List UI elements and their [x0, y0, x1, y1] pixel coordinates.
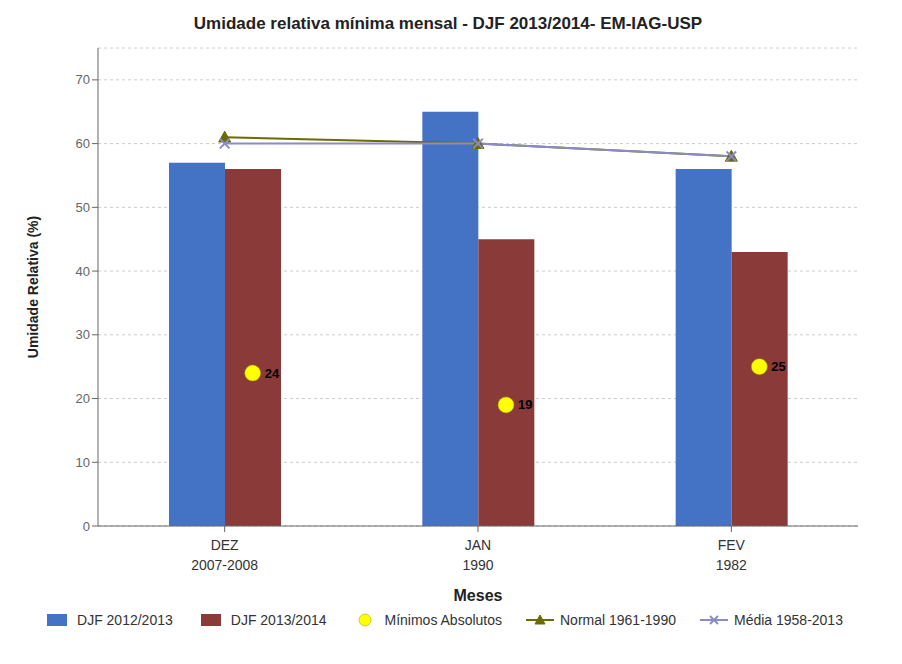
svg-text:50: 50 [76, 200, 90, 215]
svg-text:Meses: Meses [454, 587, 503, 604]
svg-text:20: 20 [76, 391, 90, 406]
svg-text:2007-2008: 2007-2008 [191, 557, 258, 573]
html-text:Umidade relativa mínima mensal: Umidade relativa mínima mensal - DJF 201… [193, 14, 703, 33]
svg-text:1982: 1982 [716, 557, 747, 573]
svg-text:19: 19 [518, 397, 532, 412]
svg-text:10: 10 [76, 455, 90, 470]
svg-text:0: 0 [83, 519, 90, 534]
svg-text:25: 25 [771, 359, 785, 374]
svg-text:DEZ: DEZ [211, 537, 239, 553]
svg-text:FEV: FEV [718, 537, 746, 553]
svg-text:1990: 1990 [462, 557, 493, 573]
html-text:DJF 2012/2013: DJF 2012/2013 [77, 612, 173, 628]
html-text:Normal 1961-1990: Normal 1961-1990 [560, 612, 676, 628]
svg-text:30: 30 [76, 327, 90, 342]
svg-text:JAN: JAN [465, 537, 491, 553]
svg-text:60: 60 [76, 136, 90, 151]
svg-text:40: 40 [76, 264, 90, 279]
html-text:Mínimos Absolutos: Mínimos Absolutos [384, 612, 502, 628]
svg-text:70: 70 [76, 72, 90, 87]
svg-text:24: 24 [265, 366, 280, 381]
html-text:DJF 2013/2014: DJF 2013/2014 [230, 612, 327, 628]
svg-text:Umidade Relativa (%): Umidade Relativa (%) [25, 216, 41, 358]
html-text:Média 1958-2013: Média 1958-2013 [734, 612, 843, 628]
